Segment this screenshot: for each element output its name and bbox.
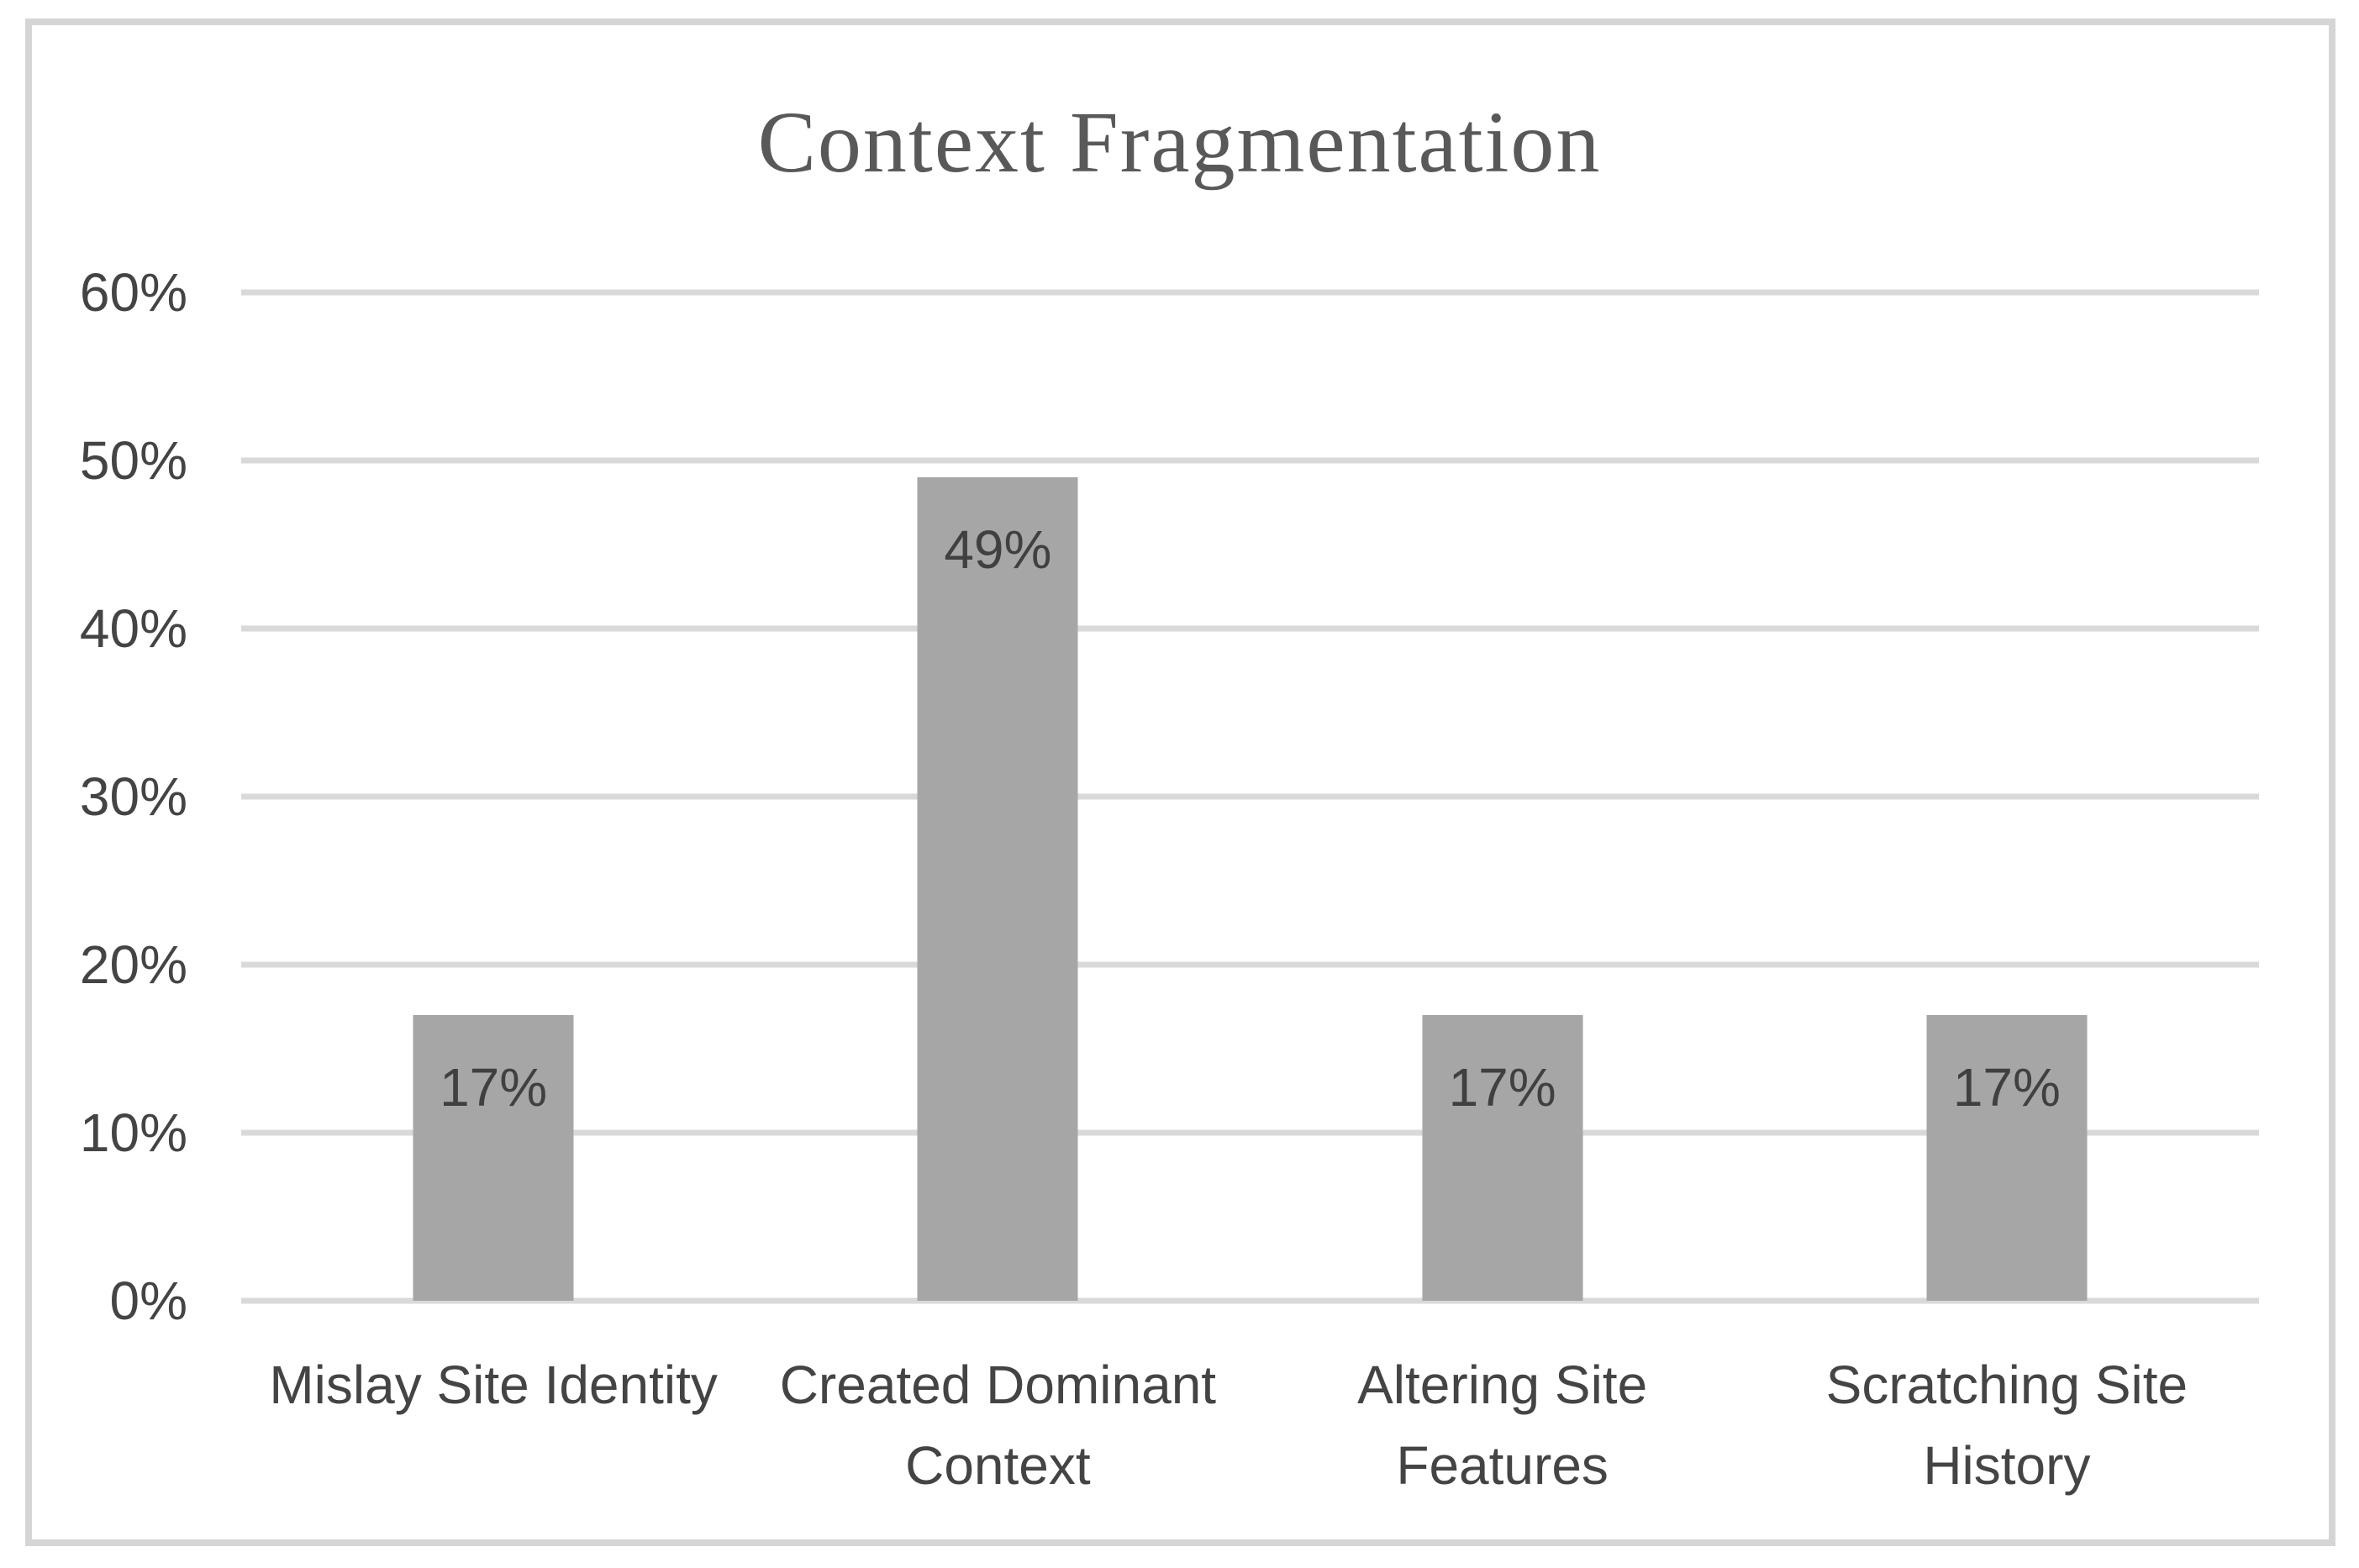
- bar: 17%: [1926, 1015, 2088, 1301]
- category-label: Altering Site Features: [1251, 1344, 1755, 1506]
- y-tick-label: 50%: [79, 430, 187, 491]
- chart-border: [25, 18, 2335, 1546]
- x-axis: Mislay Site Identity Created Dominant Co…: [241, 1344, 2259, 1506]
- y-tick-label: 60%: [79, 262, 187, 323]
- bar-value-label: 17%: [1448, 1057, 1556, 1118]
- category-label-line: Scratching Site: [1825, 1355, 2188, 1415]
- plot-area: 0% 10% 20% 30% 40% 50% 60% 17% 49% 17%: [80, 266, 2259, 1328]
- bar-slot: 17%: [1251, 292, 1755, 1301]
- category-label-line: Altering Site: [1357, 1355, 1648, 1415]
- bar: 49%: [917, 477, 1078, 1301]
- y-tick-label: 0%: [109, 1271, 188, 1331]
- category-label: Created Dominant Context: [745, 1344, 1250, 1506]
- bar-value-label: 17%: [1952, 1057, 2061, 1118]
- category-label: Scratching Site History: [1755, 1344, 2259, 1506]
- gridline: [241, 961, 2259, 968]
- category-label-line: Created Dominant: [779, 1355, 1217, 1415]
- category-label-line: Mislay Site Identity: [269, 1355, 718, 1415]
- bar-value-label: 49%: [944, 519, 1052, 580]
- y-tick-label: 40%: [79, 598, 187, 659]
- gridline: [241, 289, 2259, 296]
- y-tick-label: 10%: [79, 1102, 187, 1163]
- gridline: [241, 793, 2259, 800]
- bar-slot: 17%: [1755, 292, 2259, 1301]
- gridline: [241, 625, 2259, 632]
- bar-value-label: 17%: [440, 1057, 548, 1118]
- category-label-line: History: [1923, 1435, 2091, 1496]
- y-tick-label: 20%: [79, 934, 187, 995]
- bar-slot: 49%: [745, 292, 1250, 1301]
- category-label: Mislay Site Identity: [241, 1344, 745, 1506]
- gridline: [241, 1297, 2259, 1304]
- chart-title: Context Fragmentation: [757, 94, 1602, 191]
- bar-slot: 17%: [241, 292, 745, 1301]
- bar-series: 17% 49% 17% 17%: [241, 292, 2259, 1301]
- bar: 17%: [1422, 1015, 1583, 1301]
- bar: 17%: [413, 1015, 574, 1301]
- category-label-line: Features: [1396, 1435, 1609, 1496]
- category-label-line: Context: [905, 1435, 1091, 1496]
- y-tick-label: 30%: [79, 766, 187, 827]
- gridline: [241, 1129, 2259, 1136]
- gridline: [241, 457, 2259, 464]
